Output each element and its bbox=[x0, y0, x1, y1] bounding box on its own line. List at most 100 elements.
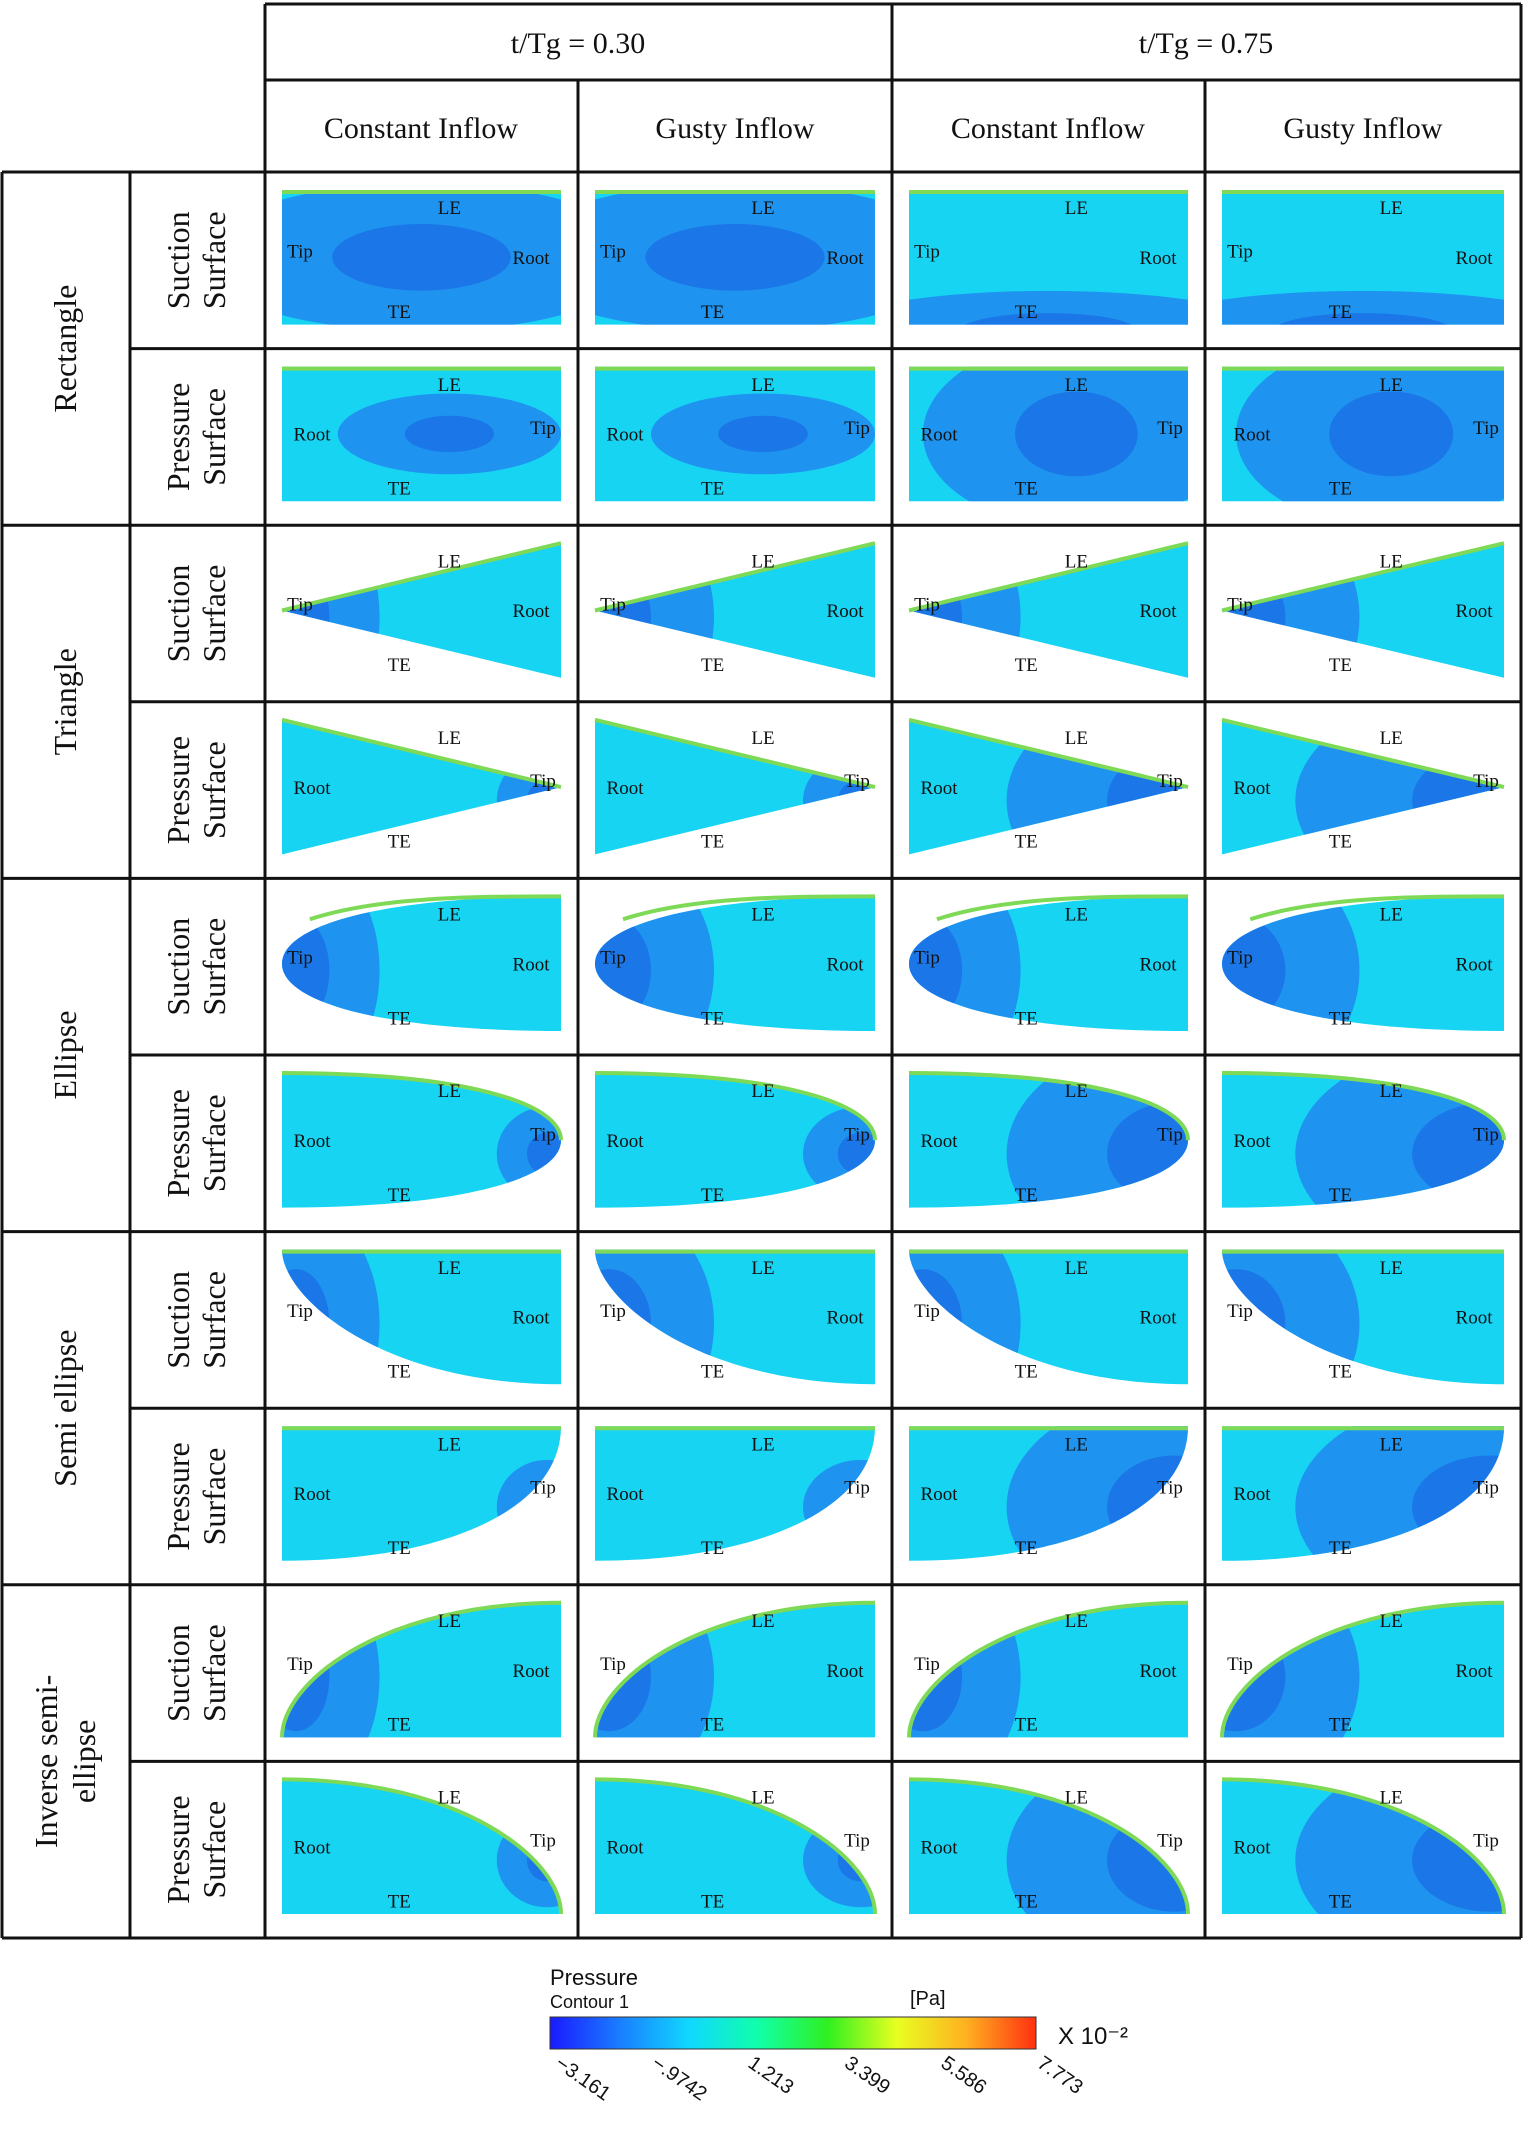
peak-suction-region bbox=[282, 562, 330, 672]
colorbar-title: Pressure bbox=[550, 1965, 638, 1990]
panel-label-root: Root bbox=[1140, 248, 1178, 269]
panel-label-root: Root bbox=[1456, 1308, 1494, 1329]
leading-edge-stripe bbox=[593, 1600, 876, 1738]
peak-suction-region bbox=[959, 313, 1138, 325]
contour-panel: LE TE Tip Root bbox=[1222, 1426, 1504, 1561]
panel-label-le: LE bbox=[1380, 198, 1403, 219]
panel-label-le: LE bbox=[1380, 1611, 1403, 1632]
panel-label-te: TE bbox=[1329, 302, 1352, 323]
column-headers: t/Tg = 0.30 t/Tg = 0.75 Constant Inflow … bbox=[324, 27, 1443, 145]
panel-label-tip: Tip bbox=[1473, 1831, 1499, 1852]
panel-label-te: TE bbox=[1329, 1185, 1352, 1206]
peak-suction-region bbox=[1107, 1102, 1188, 1206]
panel-label-le: LE bbox=[438, 198, 461, 219]
peak-suction-region bbox=[1412, 1102, 1504, 1206]
colorbar-multiplier: X 10⁻² bbox=[1058, 2023, 1128, 2050]
contour-panel: LE TE Tip Root bbox=[1221, 1777, 1506, 1915]
contour-panels: LE TE Tip Root LE TE Tip Root LE TE Tip Root LE TE Tip… bbox=[280, 190, 1506, 1915]
panel-label-te: TE bbox=[388, 1715, 411, 1736]
leading-edge-stripe bbox=[281, 717, 562, 790]
panel-label-tip: Tip bbox=[1227, 1301, 1253, 1322]
panel-label-tip: Tip bbox=[914, 1301, 940, 1322]
row-label-ell: Ellipse bbox=[47, 1011, 83, 1100]
panel-label-le: LE bbox=[1065, 551, 1088, 572]
contour-panel: LE TE Tip Root bbox=[908, 1071, 1190, 1208]
panel-label-le: LE bbox=[438, 1081, 461, 1102]
panel-label-tip: Tip bbox=[1157, 1124, 1183, 1145]
surface-label-pressure: Pressure Surface bbox=[160, 1795, 232, 1903]
contour-panel: LE TE Tip Root bbox=[909, 366, 1188, 502]
peak-suction-region bbox=[909, 1269, 963, 1379]
leading-edge-stripe bbox=[1221, 1777, 1506, 1915]
panel-label-te: TE bbox=[1329, 832, 1352, 853]
peak-suction-region bbox=[1222, 1269, 1286, 1379]
peak-suction-region bbox=[1015, 391, 1138, 477]
panel-label-root: Root bbox=[1234, 1837, 1272, 1858]
panel-label-tip: Tip bbox=[287, 1301, 313, 1322]
panel-label-le: LE bbox=[751, 1434, 774, 1455]
leading-edge-stripe bbox=[908, 1071, 1190, 1141]
panel-label-root: Root bbox=[294, 1484, 332, 1505]
peak-suction-region bbox=[1272, 313, 1454, 325]
panel-label-te: TE bbox=[388, 1008, 411, 1029]
peak-suction-region bbox=[1412, 749, 1504, 853]
surface-label-pressure: Pressure Surface bbox=[160, 1442, 232, 1550]
contour-panel: LE TE Tip Root bbox=[595, 1426, 875, 1561]
panel-label-root: Root bbox=[294, 425, 332, 446]
panel-label-te: TE bbox=[1015, 479, 1038, 500]
panel-label-tip: Tip bbox=[844, 1124, 870, 1145]
panel-label-root: Root bbox=[1234, 1484, 1272, 1505]
surface-label-pressure: Pressure Surface bbox=[160, 383, 232, 491]
inflow-header-4: Gusty Inflow bbox=[1283, 112, 1442, 145]
contour-panel: LE TE Tip Root bbox=[281, 1777, 563, 1915]
surface-label-line: Surface bbox=[196, 565, 232, 663]
panel-label-root: Root bbox=[1140, 954, 1178, 975]
panel-label-le: LE bbox=[438, 551, 461, 572]
row-label-line: Inverse semi- bbox=[28, 1675, 64, 1848]
panel-label-root: Root bbox=[513, 248, 551, 269]
surface-label-line: Surface bbox=[196, 1624, 232, 1722]
surface-label-line: Surface bbox=[196, 388, 232, 486]
contour-panel: LE TE Tip Root bbox=[594, 1071, 877, 1208]
panel-label-root: Root bbox=[1140, 601, 1178, 622]
contour-panel: LE TE Tip Root bbox=[1222, 366, 1504, 502]
panel-label-root: Root bbox=[1234, 425, 1272, 446]
panel-label-tip: Tip bbox=[530, 418, 556, 439]
panel-surface bbox=[282, 1426, 561, 1561]
panel-surface bbox=[595, 1073, 875, 1208]
panel-label-tip: Tip bbox=[600, 1301, 626, 1322]
panel-label-te: TE bbox=[388, 832, 411, 853]
time-header-030: t/Tg = 0.30 bbox=[511, 27, 645, 60]
panel-label-le: LE bbox=[1380, 905, 1403, 926]
panel-label-root: Root bbox=[1234, 1131, 1272, 1152]
panel-label-le: LE bbox=[438, 1434, 461, 1455]
surface-label-pressure: Pressure Surface bbox=[160, 1089, 232, 1197]
panel-surface bbox=[909, 190, 1188, 325]
panel-label-tip: Tip bbox=[600, 595, 626, 616]
surface-label-line: Surface bbox=[196, 741, 232, 839]
peak-suction-region bbox=[718, 415, 808, 453]
surface-label-line: Surface bbox=[196, 211, 232, 309]
panel-label-tip: Tip bbox=[914, 1654, 940, 1675]
row-label-semi: Semi ellipse bbox=[47, 1330, 83, 1487]
panel-label-root: Root bbox=[294, 1131, 332, 1152]
panel-label-root: Root bbox=[1456, 601, 1494, 622]
panel-label-le: LE bbox=[1065, 1081, 1088, 1102]
panel-label-root: Root bbox=[607, 1484, 645, 1505]
surface-label-line: Suction bbox=[160, 211, 196, 309]
peak-suction-region bbox=[595, 562, 651, 672]
peak-suction-region bbox=[645, 223, 825, 291]
panel-label-te: TE bbox=[1329, 1008, 1352, 1029]
row-label-line: ellipse bbox=[66, 1720, 102, 1804]
panel-label-root: Root bbox=[921, 1484, 959, 1505]
panel-label-tip: Tip bbox=[530, 771, 556, 792]
panel-label-tip: Tip bbox=[530, 1478, 556, 1499]
panel-label-le: LE bbox=[1380, 551, 1403, 572]
panel-label-tip: Tip bbox=[1157, 1478, 1183, 1499]
panel-label-te: TE bbox=[1015, 1008, 1038, 1029]
leading-edge-stripe bbox=[594, 717, 876, 790]
panel-label-root: Root bbox=[827, 1308, 865, 1329]
panel-surface bbox=[282, 719, 561, 855]
panel-label-te: TE bbox=[1329, 1891, 1352, 1912]
table-grid bbox=[0, 2, 1523, 1940]
